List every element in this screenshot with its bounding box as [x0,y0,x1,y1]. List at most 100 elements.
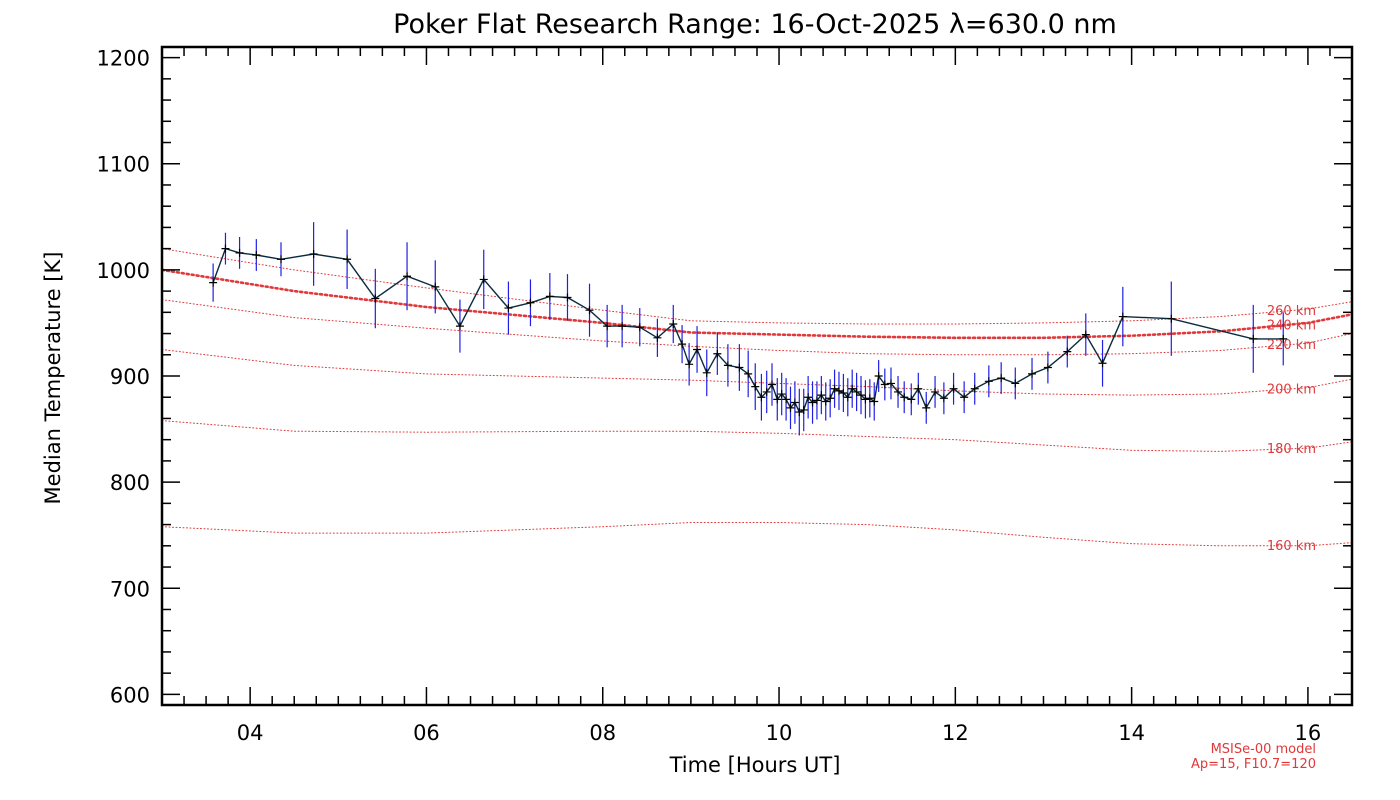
data-point [1249,334,1258,343]
data-point [653,333,662,342]
data-point [984,377,993,386]
data-point [757,393,766,402]
x-tick-label: 04 [237,721,264,745]
data-point [1167,314,1176,323]
chart-title: Poker Flat Research Range: 16-Oct-2025 λ… [393,9,1117,40]
y-tick-label: 700 [110,577,150,601]
data-point [880,380,889,389]
data-point [403,272,412,281]
data-point [343,255,352,264]
data-point [826,394,835,403]
data-point [618,322,627,331]
data-point [563,293,572,302]
model-label-260-km: 260 km [1267,304,1316,319]
data-point [997,374,1006,383]
data-point [545,292,554,301]
model-label-180-km: 180 km [1267,442,1316,457]
data-point [309,249,318,258]
temperature-line [212,247,1284,414]
x-axis-label: Time [Hours UT] [669,753,841,777]
data-point [723,361,732,370]
data-point [252,251,261,260]
x-tick-label: 16 [1295,721,1322,745]
data-point [857,391,866,400]
data-point [839,388,848,397]
y-tick-label: 1000 [97,259,150,283]
plot-border [160,45,1354,707]
data-point [221,244,230,253]
data-point [865,394,874,403]
data-point [777,390,786,399]
data-point [773,395,782,404]
data-point [795,408,804,417]
model-curve-240-km [162,268,1352,340]
data-point [209,278,218,287]
model-curve-260-km [162,248,1352,325]
x-tick-label: 14 [1118,721,1145,745]
y-tick-label: 1100 [97,153,150,177]
y-tick-label: 1200 [97,47,150,71]
data-point [821,397,830,406]
data-point [852,387,861,396]
data-point [931,387,940,396]
data-point [1279,334,1288,343]
model-curve-200-km [162,349,1352,396]
data-point [808,398,817,407]
data-point [767,380,776,389]
data-point [455,322,464,331]
x-tick-label: 10 [766,721,793,745]
data-point [235,248,244,257]
data-point [1028,369,1037,378]
data-layer [209,222,1288,436]
data-point [970,384,979,393]
data-point [371,294,380,303]
data-point [277,255,285,264]
data-point [786,403,795,412]
data-point [1098,359,1107,368]
data-point [804,393,813,402]
data-point [685,360,694,369]
data-point [870,397,879,406]
data-point [843,393,852,402]
model-curve-220-km [162,299,1352,356]
data-point [744,369,753,378]
model-label-160-km: 160 km [1267,539,1316,554]
data-point [812,396,821,405]
model-params-note: Ap=15, F10.7=120 [1191,757,1316,772]
data-point [922,403,931,412]
data-point [504,304,513,313]
data-point [526,298,535,307]
data-point [960,393,969,402]
data-point [678,340,687,349]
data-point [1063,347,1072,356]
data-point [914,384,923,393]
model-curve-160-km [162,522,1352,547]
data-point [603,322,612,331]
data-point [861,395,870,404]
data-point [762,387,771,396]
model-label-200-km: 200 km [1267,382,1316,397]
data-point [949,384,958,393]
model-layer [162,248,1352,547]
data-point [669,319,678,328]
data-point [1118,312,1127,321]
data-point [782,395,791,404]
y-tick-label: 600 [110,683,150,707]
data-point [874,372,883,380]
data-point [713,349,722,358]
data-point [834,386,843,395]
data-point [900,393,909,402]
data-point [907,395,916,404]
model-label-240-km: 240 km [1267,318,1316,333]
x-tick-label: 06 [413,721,440,745]
y-tick-label: 800 [110,471,150,495]
data-point [848,384,857,393]
data-point [1081,330,1090,339]
data-point [894,387,903,396]
y-axis-label: Median Temperature [K] [41,252,65,505]
data-point [431,282,440,291]
data-point [585,306,594,315]
x-tick-label: 12 [942,721,969,745]
model-curve-180-km [162,420,1352,452]
